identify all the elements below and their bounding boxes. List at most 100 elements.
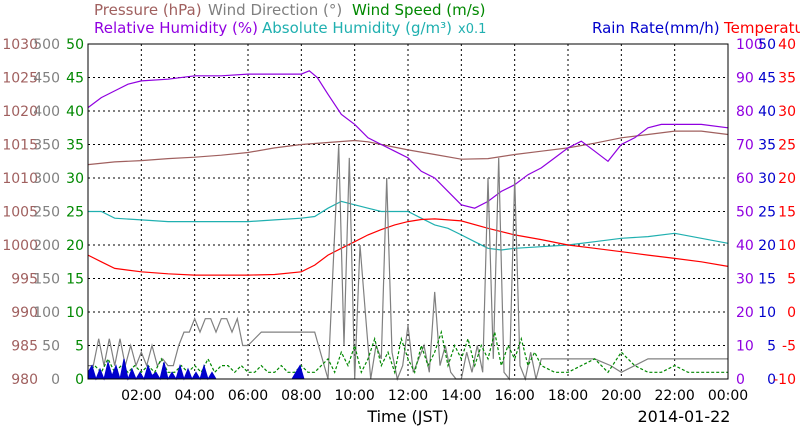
tick-label-temperature: -10 <box>773 372 796 388</box>
tick-label-rain-rate: 0 <box>767 372 776 388</box>
tick-label-pressure: 1020 <box>2 104 38 120</box>
tick-label-rain-rate: 30 <box>758 171 776 187</box>
tick-label-relative-humidity: 50 <box>736 205 754 221</box>
x-tick-label: 14:00 <box>441 388 481 404</box>
tick-label-pressure: 980 <box>11 372 38 388</box>
tick-label-relative-humidity: 10 <box>736 339 754 355</box>
tick-label-wind-direction: 250 <box>33 205 60 221</box>
tick-label-temperature: 30 <box>778 104 796 120</box>
tick-label-rain-rate: 25 <box>758 205 776 221</box>
tick-label-wind-speed: 35 <box>66 138 84 154</box>
tick-label-wind-direction: 300 <box>33 171 60 187</box>
x-tick-label: 10:00 <box>334 388 374 404</box>
tick-label-rain-rate: 5 <box>767 339 776 355</box>
x-tick-label: 22:00 <box>654 388 694 404</box>
series-absolute-humidity-g-m-x0-1 <box>88 200 729 251</box>
tick-label-wind-direction: 100 <box>33 305 60 321</box>
tick-label-rain-rate: 45 <box>758 71 776 87</box>
tick-label-rain-rate: 20 <box>758 238 776 254</box>
legend-entry: Absolute Humidity (g/m³) <box>262 19 452 37</box>
tick-label-wind-speed: 10 <box>66 305 84 321</box>
tick-label-wind-direction: 150 <box>33 272 60 288</box>
tick-label-pressure: 990 <box>11 305 38 321</box>
tick-label-pressure: 1010 <box>2 171 38 187</box>
tick-label-rain-rate: 40 <box>758 104 776 120</box>
tick-label-wind-speed: 15 <box>66 272 84 288</box>
tick-label-relative-humidity: 0 <box>736 372 745 388</box>
plot-frame <box>87 43 729 380</box>
legend-entry: Temperature (°C) <box>723 19 800 37</box>
x-tick-label: 12:00 <box>388 388 428 404</box>
tick-label-wind-speed: 50 <box>66 37 84 53</box>
tick-label-wind-direction: 350 <box>33 138 60 154</box>
tick-label-temperature: 25 <box>778 138 796 154</box>
tick-label-relative-humidity: 20 <box>736 305 754 321</box>
tick-label-wind-direction: 200 <box>33 238 60 254</box>
tick-label-wind-speed: 25 <box>66 205 84 221</box>
tick-label-wind-direction: 450 <box>33 71 60 87</box>
series-pressure-hpa <box>87 130 729 166</box>
tick-label-wind-speed: 20 <box>66 238 84 254</box>
tick-label-relative-humidity: 80 <box>736 104 754 120</box>
x-axis-label: Time (JST) <box>366 407 448 426</box>
tick-label-relative-humidity: 30 <box>736 272 754 288</box>
series-temperature-c <box>87 218 729 276</box>
x-tick-label: 00:00 <box>708 388 748 404</box>
tick-label-wind-direction: 50 <box>42 339 60 355</box>
x-tick-label: 02:00 <box>121 388 161 404</box>
tick-label-temperature: 20 <box>778 171 796 187</box>
tick-label-rain-rate: 15 <box>758 272 776 288</box>
legend-entry: Pressure (hPa) <box>94 1 202 19</box>
x-tick-label: 04:00 <box>174 388 214 404</box>
tick-label-wind-speed: 40 <box>66 104 84 120</box>
tick-label-pressure: 1030 <box>2 37 38 53</box>
tick-label-relative-humidity: 60 <box>736 171 754 187</box>
tick-label-rain-rate: 10 <box>758 305 776 321</box>
x-tick-label: 06:00 <box>228 388 268 404</box>
series <box>87 70 729 382</box>
tick-label-temperature: 0 <box>787 305 796 321</box>
tick-label-pressure: 1015 <box>2 138 38 154</box>
legend-entry: Wind Speed (m/s) <box>352 1 485 19</box>
tick-label-relative-humidity: 100 <box>736 37 763 53</box>
legend-entry: Relative Humidity (%) <box>94 19 258 37</box>
tick-label-relative-humidity: 70 <box>736 138 754 154</box>
date-label: 2014-01-22 <box>638 407 731 426</box>
series-rain-rate-mm-h <box>87 358 305 381</box>
tick-label-wind-direction: 500 <box>33 37 60 53</box>
tick-label-temperature: 15 <box>778 205 796 221</box>
tick-label-relative-humidity: 90 <box>736 71 754 87</box>
tick-label-wind-direction: 0 <box>51 372 60 388</box>
tick-label-temperature: -5 <box>782 339 796 355</box>
tick-label-wind-speed: 45 <box>66 71 84 87</box>
x-tick-label: 16:00 <box>494 388 534 404</box>
tick-label-rain-rate: 35 <box>758 138 776 154</box>
tick-label-pressure: 985 <box>11 339 38 355</box>
legend: Pressure (hPa) Wind Direction (°) Wind Spe… <box>94 1 800 37</box>
tick-label-pressure: 1005 <box>2 205 38 221</box>
tick-label-pressure: 1000 <box>2 238 38 254</box>
x-tick-label: 18:00 <box>548 388 588 404</box>
x-tick-label: 08:00 <box>281 388 321 404</box>
legend-entry: x0.1 <box>458 22 486 37</box>
grid <box>88 44 728 379</box>
series-wind-speed-m-s <box>87 329 728 375</box>
tick-label-relative-humidity: 40 <box>736 238 754 254</box>
tick-label-wind-speed: 30 <box>66 171 84 187</box>
legend-entry: Rain Rate(mm/h) <box>592 19 720 37</box>
tick-label-pressure: 995 <box>11 272 38 288</box>
tick-label-temperature: 10 <box>778 238 796 254</box>
tick-label-wind-direction: 400 <box>33 104 60 120</box>
axes: 9809859909951000100510101015102010251030… <box>2 37 796 404</box>
tick-label-temperature: 5 <box>787 272 796 288</box>
tick-label-wind-speed: 0 <box>75 372 84 388</box>
tick-label-temperature: 35 <box>778 71 796 87</box>
x-tick-label: 20:00 <box>601 388 641 404</box>
tick-label-pressure: 1025 <box>2 71 38 87</box>
series-relative-humidity <box>87 70 729 209</box>
tick-label-rain-rate: 50 <box>758 37 776 53</box>
legend-entry: Wind Direction (°) <box>208 1 342 19</box>
tick-label-temperature: 40 <box>778 37 796 53</box>
tick-label-wind-speed: 5 <box>75 339 84 355</box>
